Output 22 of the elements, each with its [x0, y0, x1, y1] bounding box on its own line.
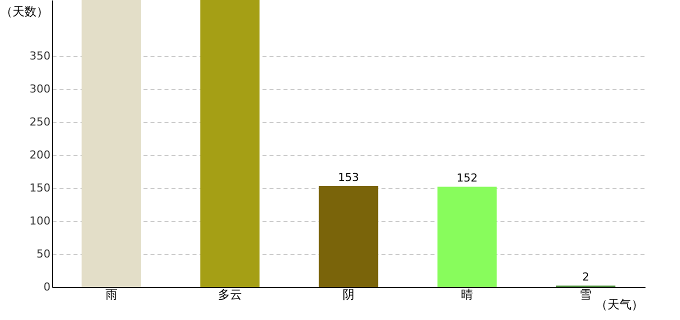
bar [200, 0, 260, 287]
y-tick-label: 350 [30, 50, 50, 63]
bar [437, 186, 497, 287]
y-axis-title: （天数） [0, 4, 48, 18]
data-label: 2 [582, 270, 590, 284]
x-tick-label: 多云 [218, 288, 242, 302]
y-tick-label: 50 [36, 248, 50, 261]
x-tick-label: 雪 [580, 288, 592, 302]
x-tick-label: 晴 [461, 288, 474, 302]
y-tick-label: 200 [30, 148, 50, 162]
data-label: 152 [456, 172, 478, 185]
y-tick-label: 300 [30, 82, 50, 96]
y-tick-label: 150 [30, 182, 50, 195]
x-axis-title: （天气） [596, 298, 644, 312]
y-tick-label: 0 [44, 280, 50, 294]
bar [318, 186, 378, 287]
y-tick-label: 250 [30, 116, 50, 129]
data-label: 153 [338, 171, 359, 184]
x-tick-label: 雨 [105, 288, 118, 302]
y-tick-label: 100 [30, 214, 50, 228]
bar [82, 0, 141, 287]
x-tick-label: 阴 [342, 288, 354, 302]
